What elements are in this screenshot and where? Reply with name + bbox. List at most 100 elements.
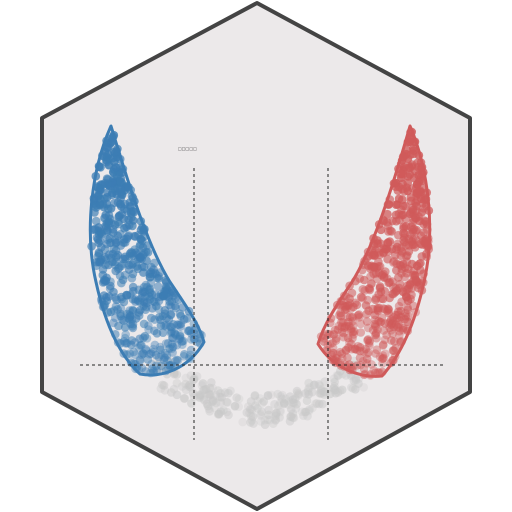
blue-point [152,366,161,375]
gray-point [354,374,364,383]
gray-point [242,408,252,417]
blue-point [150,340,160,350]
gray-point [264,410,274,420]
gray-point [199,385,208,395]
blue-point [130,350,140,360]
red-point [388,346,398,355]
red-point [329,348,338,358]
gray-point [185,380,195,390]
red-point [381,349,390,359]
blue-point [101,210,110,220]
gray-point [186,371,196,380]
red-point [412,225,421,235]
red-point [409,215,419,224]
blue-point [145,273,155,282]
blue-point [161,289,170,299]
blue-point [145,349,154,359]
gray-point [210,403,219,413]
red-point [355,353,365,363]
gray-point [331,388,341,398]
red-point [348,312,357,322]
gray-point [198,379,208,388]
gray-point [234,402,243,412]
red-point [359,364,369,374]
blue-point [139,319,149,329]
red-point [396,251,406,260]
blue-point [122,222,131,232]
blue-point [139,262,149,272]
blue-point [176,319,186,329]
gray-point [217,393,226,402]
red-point [356,292,366,302]
blue-point [102,156,111,165]
red-point [392,286,402,295]
gray-point [287,405,296,414]
red-point [355,274,365,283]
red-point [336,308,345,318]
blue-point [172,340,182,350]
red-point [341,321,350,331]
red-point [411,184,421,193]
gray-point [270,400,279,409]
red-point [378,351,388,360]
gray-point [338,369,348,379]
gray-point [278,390,287,400]
red-point [348,333,357,343]
blue-point [148,347,158,357]
blue-point [171,356,180,366]
blue-point [137,340,146,350]
red-point [391,200,401,209]
gray-point [256,409,266,419]
blue-point [153,292,163,302]
blue-point [113,305,122,314]
gray-point [203,391,213,401]
blue-point [168,348,177,357]
gray-point [258,398,267,408]
gray-point [234,394,244,404]
red-point [416,194,426,204]
gray-point [303,411,312,421]
gray-point [288,409,298,419]
gray-point [304,390,314,399]
red-point [378,359,387,368]
gray-point [216,389,225,398]
gray-point [320,387,330,397]
gray-point [303,387,313,396]
blue-point [149,265,158,274]
blue-point [136,235,146,244]
blue-point [173,356,183,365]
red-point [403,281,412,290]
gray-point [318,399,327,409]
gray-point [200,395,209,405]
gray-point [213,386,223,395]
blue-point [142,334,152,343]
red-point [372,333,381,343]
blue-point [162,350,172,360]
red-point [333,350,342,360]
red-point-cloud [316,127,434,380]
red-point [387,336,396,345]
gray-point [267,390,276,400]
red-point [403,178,413,188]
red-point [363,323,373,333]
red-point [398,195,407,204]
red-point [393,322,403,332]
red-point [405,170,415,179]
gray-point [246,405,255,414]
gray-point [294,389,303,399]
gray-point [211,398,221,408]
red-point [363,335,373,344]
gray-point [305,405,314,414]
blue-point [128,206,138,216]
blue-point [152,361,161,371]
red-point [409,149,418,159]
blue-point [144,325,153,334]
gray-point [285,392,295,401]
blue-point [95,200,105,210]
blue-point [111,163,121,172]
gray-point [285,417,295,426]
red-point [393,186,403,195]
gray-point [232,393,241,403]
red-point [370,315,380,325]
gray-point [320,377,330,386]
